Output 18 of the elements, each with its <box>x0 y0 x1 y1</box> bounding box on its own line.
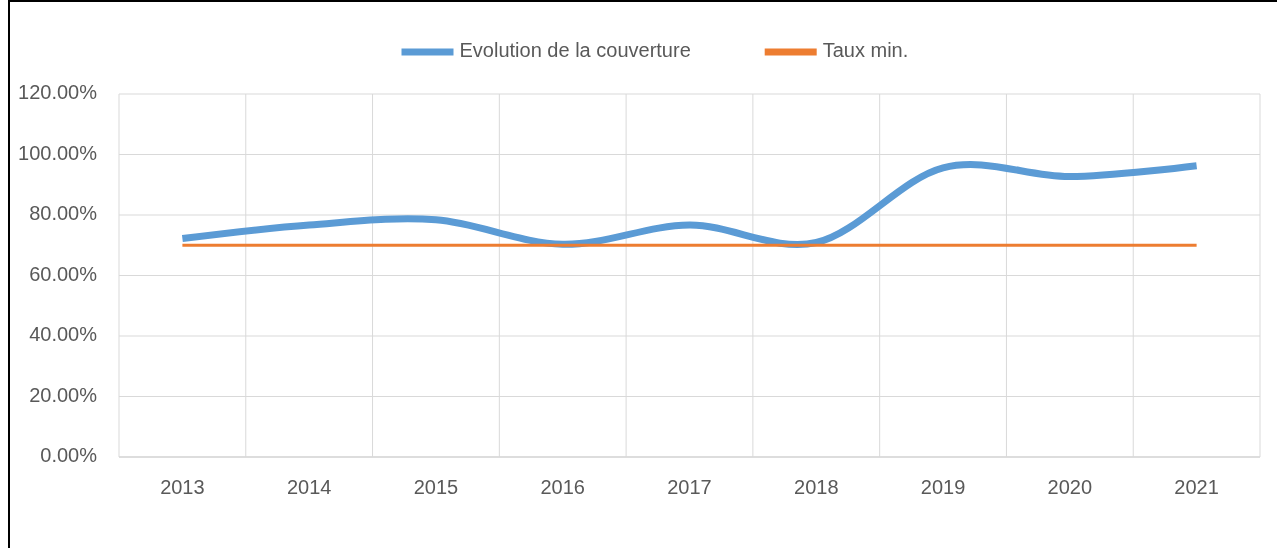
x-tick-label: 2017 <box>667 476 712 499</box>
y-tick-label: 120.00% <box>18 81 98 104</box>
y-tick-label: 80.00% <box>29 202 98 225</box>
legend-label: Evolution de la couverture <box>459 39 691 62</box>
y-tick-label: 0.00% <box>40 444 98 467</box>
x-tick-label: 2019 <box>920 476 966 499</box>
x-tick-label: 2015 <box>413 476 459 499</box>
x-tick-label: 2016 <box>540 476 585 499</box>
y-tick-label: 60.00% <box>29 262 98 285</box>
y-tick-label: 100.00% <box>18 141 98 164</box>
x-tick-label: 2020 <box>1047 476 1093 499</box>
x-tick-label: 2021 <box>1174 476 1219 499</box>
legend-label: Taux min. <box>822 39 909 62</box>
x-tick-label: 2013 <box>160 476 205 499</box>
x-tick-label: 2014 <box>286 476 332 499</box>
y-tick-label: 40.00% <box>29 323 98 346</box>
x-tick-label: 2018 <box>794 476 839 499</box>
y-tick-label: 20.00% <box>29 383 98 406</box>
